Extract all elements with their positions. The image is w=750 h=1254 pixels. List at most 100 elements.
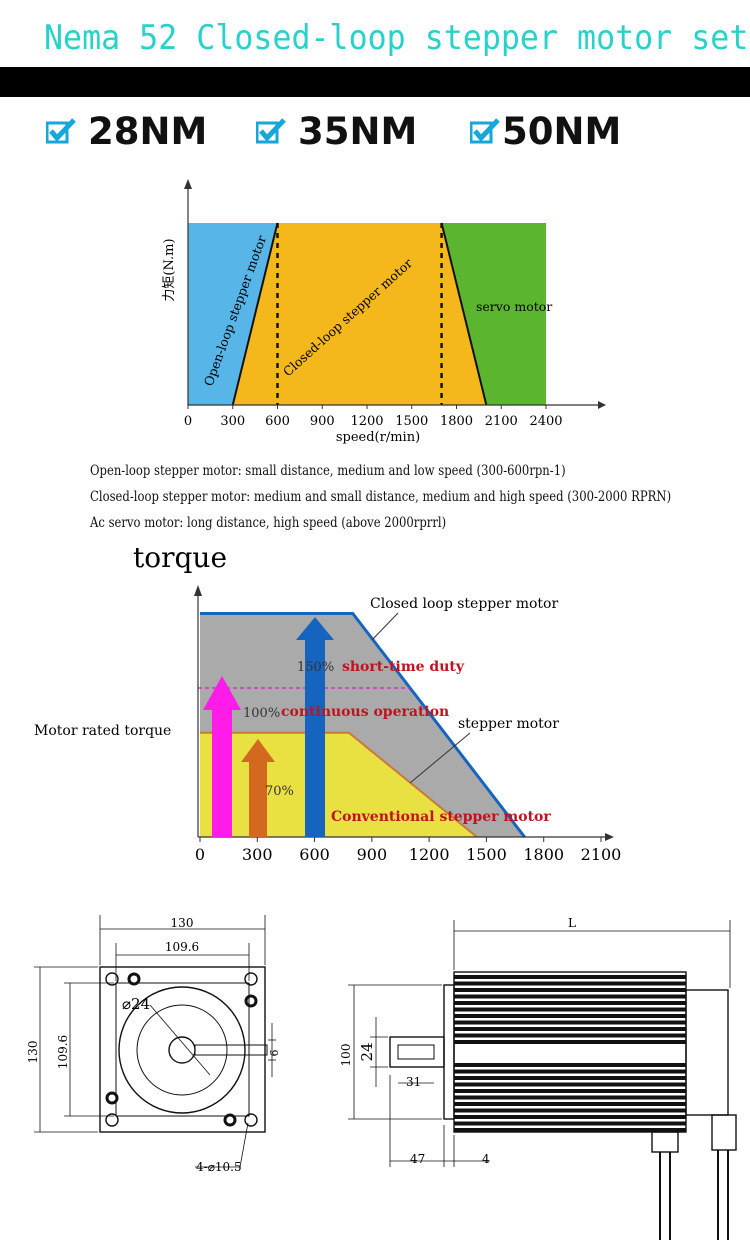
mount-hole [244,994,258,1008]
x-tick-label: 1800 [440,414,473,429]
y-axis-label: torque [133,541,227,574]
annotation-continuous-operation: continuous operation [281,704,449,720]
series-label-stepper-leader [409,732,471,784]
x-tick-label: 2400 [529,414,562,429]
cooling-fin [454,1069,686,1074]
boundary-line [440,222,488,406]
cooling-fin [454,975,686,979]
cooling-fin [454,1121,686,1126]
mount-hole [223,1113,237,1127]
cooling-fin [454,1007,686,1012]
mount-hole [244,972,258,986]
y-axis-arrow [194,585,202,596]
region-open-loop [188,223,278,405]
shaft [389,1036,445,1068]
x-axis-arrow [605,833,614,841]
cooling-fin [454,981,686,986]
dim-width-inner: 109.6 [165,940,199,954]
checkbox-icon [470,118,500,144]
flange-inner-outline [115,982,250,1117]
option-label: 35NM [298,109,418,153]
cooling-fin [454,1082,686,1087]
series-label-closed-loop: Closed loop stepper motor [370,596,558,612]
dim-shaft: 24 [358,1042,376,1061]
annotation-conventional: Conventional stepper motor [331,809,551,825]
cable-gland-2 [711,1114,737,1151]
pct-70-label: 70% [265,784,294,799]
series-label-stepper: stepper motor [458,716,559,732]
speed-torque-regions-chart: 0 300 600 900 1200 1500 1800 2100 2400 力矩(N.m) s… [162,179,606,445]
region-closed-loop [232,223,487,405]
mount-hole [105,1091,119,1105]
x-tick-label: 2100 [581,845,622,864]
option-28nm: 28NM [46,108,207,154]
x-tick-label: 2100 [485,414,518,429]
shaft-circle [168,1036,196,1064]
header-bar [0,67,750,97]
boss-circle [136,1004,228,1096]
cooling-fin [454,1128,686,1132]
x-tick-label: 1500 [395,414,428,429]
cooling-fin [454,994,686,999]
pct-150-label: 150% [297,660,334,675]
cooling-fin [454,1102,686,1106]
x-axis-arrow [598,401,606,409]
series-label-closed-loop-leader [371,612,399,641]
y-axis-label: 力矩(N.m) [162,238,177,301]
dim-flange: 100 [339,1044,353,1067]
x-tick-label: 0 [184,414,192,429]
cooling-fin [454,1020,686,1025]
dim-key: 6 [268,1050,281,1057]
arrow-70-percent [241,739,275,837]
cooling-fin [454,1076,686,1080]
shaft-keyway [397,1044,435,1060]
note-servo: Ac servo motor: long distance, high spee… [90,515,447,531]
cooling-fin [454,1063,686,1067]
x-tick-label: 600 [299,845,330,864]
dim-shaft-length: 47 [410,1152,425,1166]
dim-length: L [568,916,576,930]
arrow-150-percent [296,617,334,837]
x-tick-label: 1200 [409,845,450,864]
cooling-fin [454,1001,686,1005]
shaft-key [194,1044,268,1056]
cooling-fin [454,1014,686,1018]
x-tick-label: 1800 [523,845,564,864]
option-label: 50NM [502,109,622,153]
cooling-fin [454,1040,686,1044]
region-label-servo: servo motor [476,299,552,314]
cooling-fin [454,1033,686,1038]
arrow-100-percent [203,676,241,837]
cooling-fin [454,1089,686,1093]
dim-height-outer: 130 [26,1041,40,1064]
option-label: 28NM [88,109,208,153]
mount-hole [244,1113,258,1127]
checkbox-icon [256,118,286,144]
x-tick-label: 0 [195,845,205,864]
dim-flange-thickness: 4 [482,1152,490,1166]
option-50nm: 50NM [470,108,621,154]
note-closed-loop: Closed-loop stepper motor: medium and sm… [90,489,672,505]
rated-torque-label: Motor rated torque [34,723,171,739]
pilot-circle [118,986,246,1114]
cooling-fin [454,1095,686,1100]
torque-speed-chart: torque 0 300 600 900 1200 1500 1800 2100 150% s… [34,541,622,864]
cooling-fin [454,1115,686,1119]
line-closed-loop [200,612,526,838]
x-tick-label: 900 [310,414,335,429]
mount-hole [105,1113,119,1127]
line-stepper [200,731,478,838]
x-tick-label: 1500 [466,845,507,864]
x-tick-label: 900 [357,845,388,864]
annotation-short-time-duty: short-time duty [342,659,465,675]
mount-hole [127,972,141,986]
dim-width-outer: 130 [171,916,194,930]
dim-shaft-dia: ⌀24 [122,995,150,1013]
x-tick-label: 300 [242,845,273,864]
cooling-fin [454,1108,686,1113]
page-title: Nema 52 Closed-loop stepper motor set [44,18,749,58]
flange-plate [443,984,455,1120]
encoder-housing [685,989,729,1116]
dim-key-length: 31 [406,1075,421,1089]
